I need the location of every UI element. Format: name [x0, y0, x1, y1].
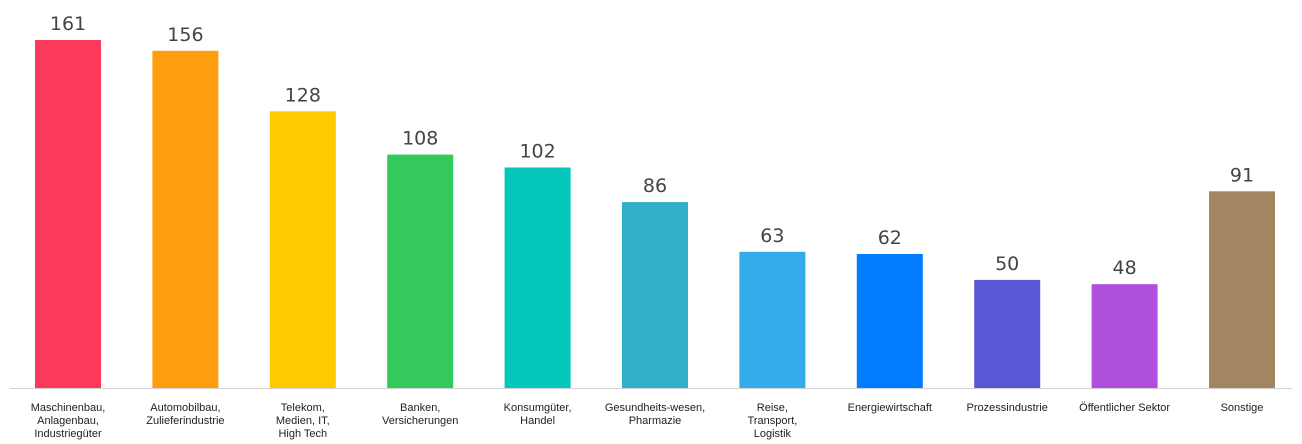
data-label: 108	[402, 128, 438, 150]
data-label: 48	[1113, 257, 1137, 279]
data-label: 91	[1230, 164, 1254, 186]
bar	[974, 279, 1041, 388]
bar	[622, 202, 688, 388]
category-label: Konsumgüter, Handel	[504, 402, 572, 427]
bar	[35, 40, 101, 388]
data-label: 156	[167, 24, 203, 46]
bar	[739, 251, 806, 388]
bar	[1209, 191, 1275, 388]
category-label: Prozessindustrie	[967, 402, 1048, 414]
data-label: 62	[878, 227, 902, 249]
bar	[269, 111, 336, 389]
data-label: 63	[760, 225, 784, 247]
category-label: Banken, Versicherungen	[382, 402, 458, 427]
data-label: 86	[643, 175, 667, 197]
category-label: Automobilbau, Zulieferindustrie	[146, 402, 224, 427]
data-label: 102	[519, 141, 555, 163]
bar	[152, 50, 219, 389]
category-label: Energiewirtschaft	[848, 402, 932, 414]
category-label: Sonstige	[1221, 402, 1264, 414]
data-label: 128	[285, 84, 321, 106]
data-label: 161	[50, 13, 86, 35]
category-label: Telekom, Medien, IT, High Tech	[276, 402, 330, 440]
bar	[504, 167, 571, 388]
bar	[387, 154, 454, 388]
category-label: Öffentlicher Sektor	[1079, 402, 1170, 414]
bar	[1091, 284, 1158, 388]
category-label: Maschinenbau, Anlagenbau, Industriegüter	[31, 402, 106, 440]
bar	[856, 254, 923, 388]
data-label: 50	[995, 253, 1019, 275]
category-label: Gesundheits-wesen, Pharmazie	[605, 402, 705, 427]
category-label: Reise, Transport, Logistik	[748, 402, 798, 440]
